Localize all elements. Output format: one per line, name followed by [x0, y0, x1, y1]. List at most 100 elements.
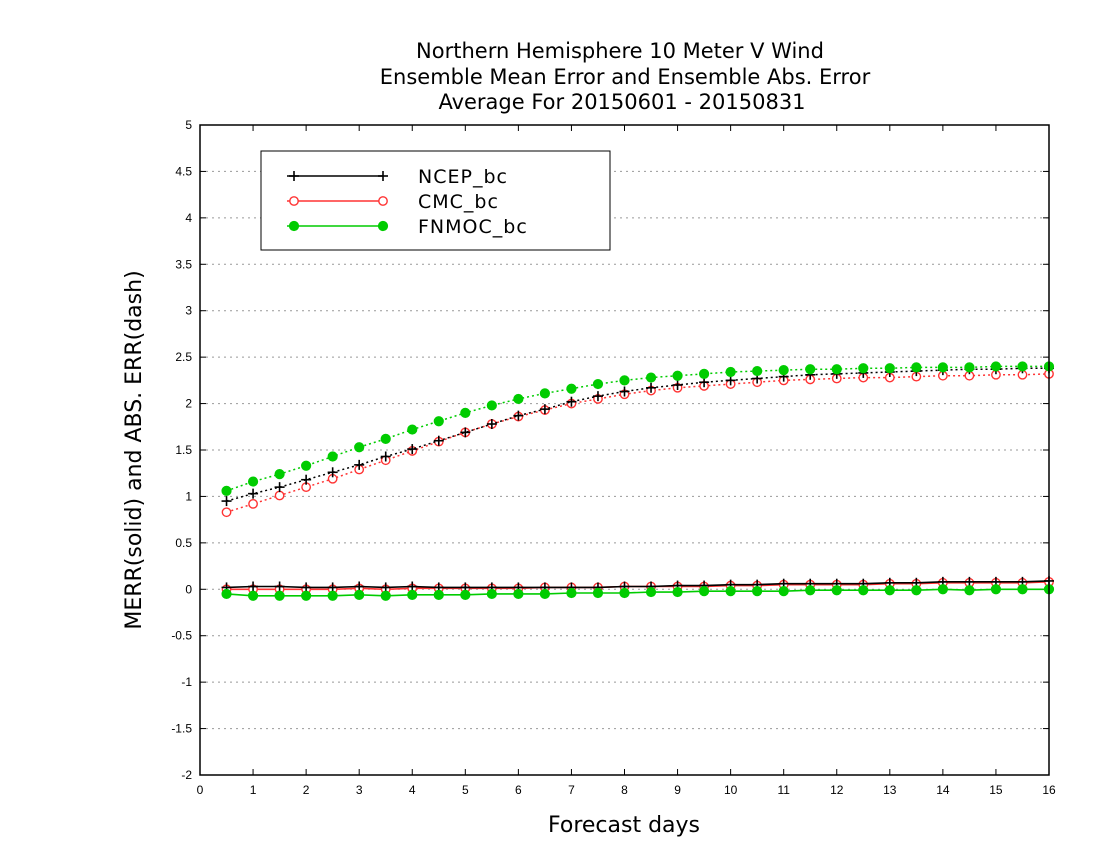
- merr-point: [725, 586, 736, 597]
- merr-point: [1017, 584, 1028, 595]
- abs-err-point: [274, 469, 285, 480]
- legend-marker: [289, 171, 299, 181]
- abs-err-point: [725, 366, 736, 378]
- merr-point: [274, 590, 285, 601]
- abs-err-point: [513, 410, 524, 421]
- abs-err-point: [354, 442, 365, 453]
- merr-point: [248, 581, 259, 592]
- abs-err-point: [274, 490, 285, 501]
- chart-title-line-1: Northern Hemisphere 10 Meter V Wind: [416, 39, 824, 63]
- abs-err-point: [619, 375, 630, 386]
- abs-err-point: [752, 365, 763, 377]
- x-tick-label: 3: [356, 783, 363, 797]
- x-tick-label: 6: [515, 783, 522, 797]
- legend-marker: [377, 220, 389, 232]
- x-tick-label: 4: [409, 783, 416, 797]
- merr-point: [619, 587, 630, 599]
- y-tick-label: 1: [185, 489, 192, 503]
- x-tick-label: 0: [197, 783, 204, 797]
- y-tick-label: -2: [181, 768, 192, 782]
- y-tick-label: 0.5: [175, 536, 192, 550]
- abs-err-point: [301, 474, 312, 485]
- x-tick-label: 7: [568, 783, 575, 797]
- legend-marker: [288, 220, 300, 232]
- merr-point: [513, 588, 524, 600]
- legend-marker: [378, 171, 388, 181]
- abs-err-point: [566, 383, 577, 394]
- y-tick-label: 3.5: [175, 257, 192, 271]
- y-tick-label: 5: [185, 118, 192, 132]
- legend-label-ncep: NCEP_bc: [418, 166, 508, 188]
- series-FNMOC_bc: [221, 361, 1055, 601]
- merr-point: [433, 589, 444, 600]
- x-tick-label: 10: [724, 783, 738, 797]
- x-tick-label: 2: [303, 783, 310, 797]
- merr-point: [407, 589, 418, 600]
- abs-err-point: [672, 370, 683, 381]
- abs-err-point: [248, 488, 259, 499]
- abs-err-point: [513, 393, 524, 405]
- merr-point: [964, 585, 975, 596]
- abs-err-point: [327, 451, 338, 462]
- y-tick-label: 3: [185, 304, 192, 318]
- abs-err-point: [592, 378, 604, 390]
- abs-err-point: [221, 496, 232, 507]
- abs-err-point: [433, 435, 444, 446]
- y-tick-label: 4.5: [175, 164, 192, 178]
- abs-err-point: [380, 433, 391, 444]
- y-tick-label: 0: [185, 582, 192, 596]
- y-tick-label: -1: [181, 675, 192, 689]
- x-tick-label: 14: [936, 783, 950, 797]
- abs-err-point: [964, 362, 975, 373]
- x-axis-ticks: 0 1 2 3 4 5 6 7 8 9 10 11 12 13 14 15 16: [197, 125, 1056, 797]
- y-tick-label: 2: [185, 397, 192, 411]
- merr-point: [486, 588, 497, 600]
- abs-err-point: [460, 427, 471, 438]
- abs-err-point: [990, 361, 1002, 372]
- merr-point: [274, 581, 285, 592]
- merr-point: [380, 590, 391, 601]
- abs-err-point: [698, 368, 710, 379]
- chart-title-line-2: Ensemble Mean Error and Ensemble Abs. Er…: [380, 65, 871, 89]
- abs-err-point: [911, 362, 922, 373]
- merr-point: [805, 585, 816, 596]
- abs-err-point: [858, 363, 869, 374]
- legend: NCEP_bc CMC_bc FNMOC_bc: [260, 150, 611, 251]
- abs-err-point: [327, 467, 338, 478]
- x-tick-label: 15: [989, 783, 1003, 797]
- legend-marker: [378, 196, 388, 206]
- merr-point: [645, 586, 657, 598]
- merr-point: [752, 586, 763, 597]
- abs-err-point: [566, 396, 577, 407]
- legend-label-fnmoc: FNMOC_bc: [418, 216, 528, 238]
- merr-point: [698, 586, 710, 597]
- abs-err-point: [539, 404, 550, 415]
- plot-frame: [199, 124, 1050, 776]
- abs-err-point: [805, 364, 816, 375]
- abs-err-point: [354, 459, 365, 470]
- abs-err-point: [248, 498, 258, 509]
- abs-err-point: [1017, 361, 1028, 372]
- merr-point: [911, 585, 922, 596]
- abs-err-point: [619, 386, 630, 397]
- y-axis-ticks: -2 -1.5 -1 -0.5 0 0.5 1 1.5 2 2.5 3 3.5 4 4.5 5: [171, 118, 1049, 782]
- abs-err-point: [592, 391, 603, 402]
- merr-point: [566, 587, 577, 599]
- merr-point: [460, 589, 471, 600]
- x-tick-label: 9: [674, 783, 681, 797]
- abs-err-point: [937, 362, 948, 373]
- x-tick-label: 1: [250, 783, 257, 797]
- x-tick-label: 16: [1042, 783, 1056, 797]
- merr-point: [539, 588, 551, 600]
- merr-point: [592, 587, 604, 599]
- abs-err-point: [380, 451, 391, 462]
- x-tick-label: 12: [830, 783, 844, 797]
- abs-err-point: [672, 380, 683, 390]
- legend-marker: [289, 196, 299, 206]
- abs-err-point: [646, 382, 657, 393]
- abs-err-point: [407, 424, 418, 435]
- merr-point: [354, 589, 365, 600]
- abs-err-point: [831, 364, 842, 375]
- merr-point: [778, 586, 789, 597]
